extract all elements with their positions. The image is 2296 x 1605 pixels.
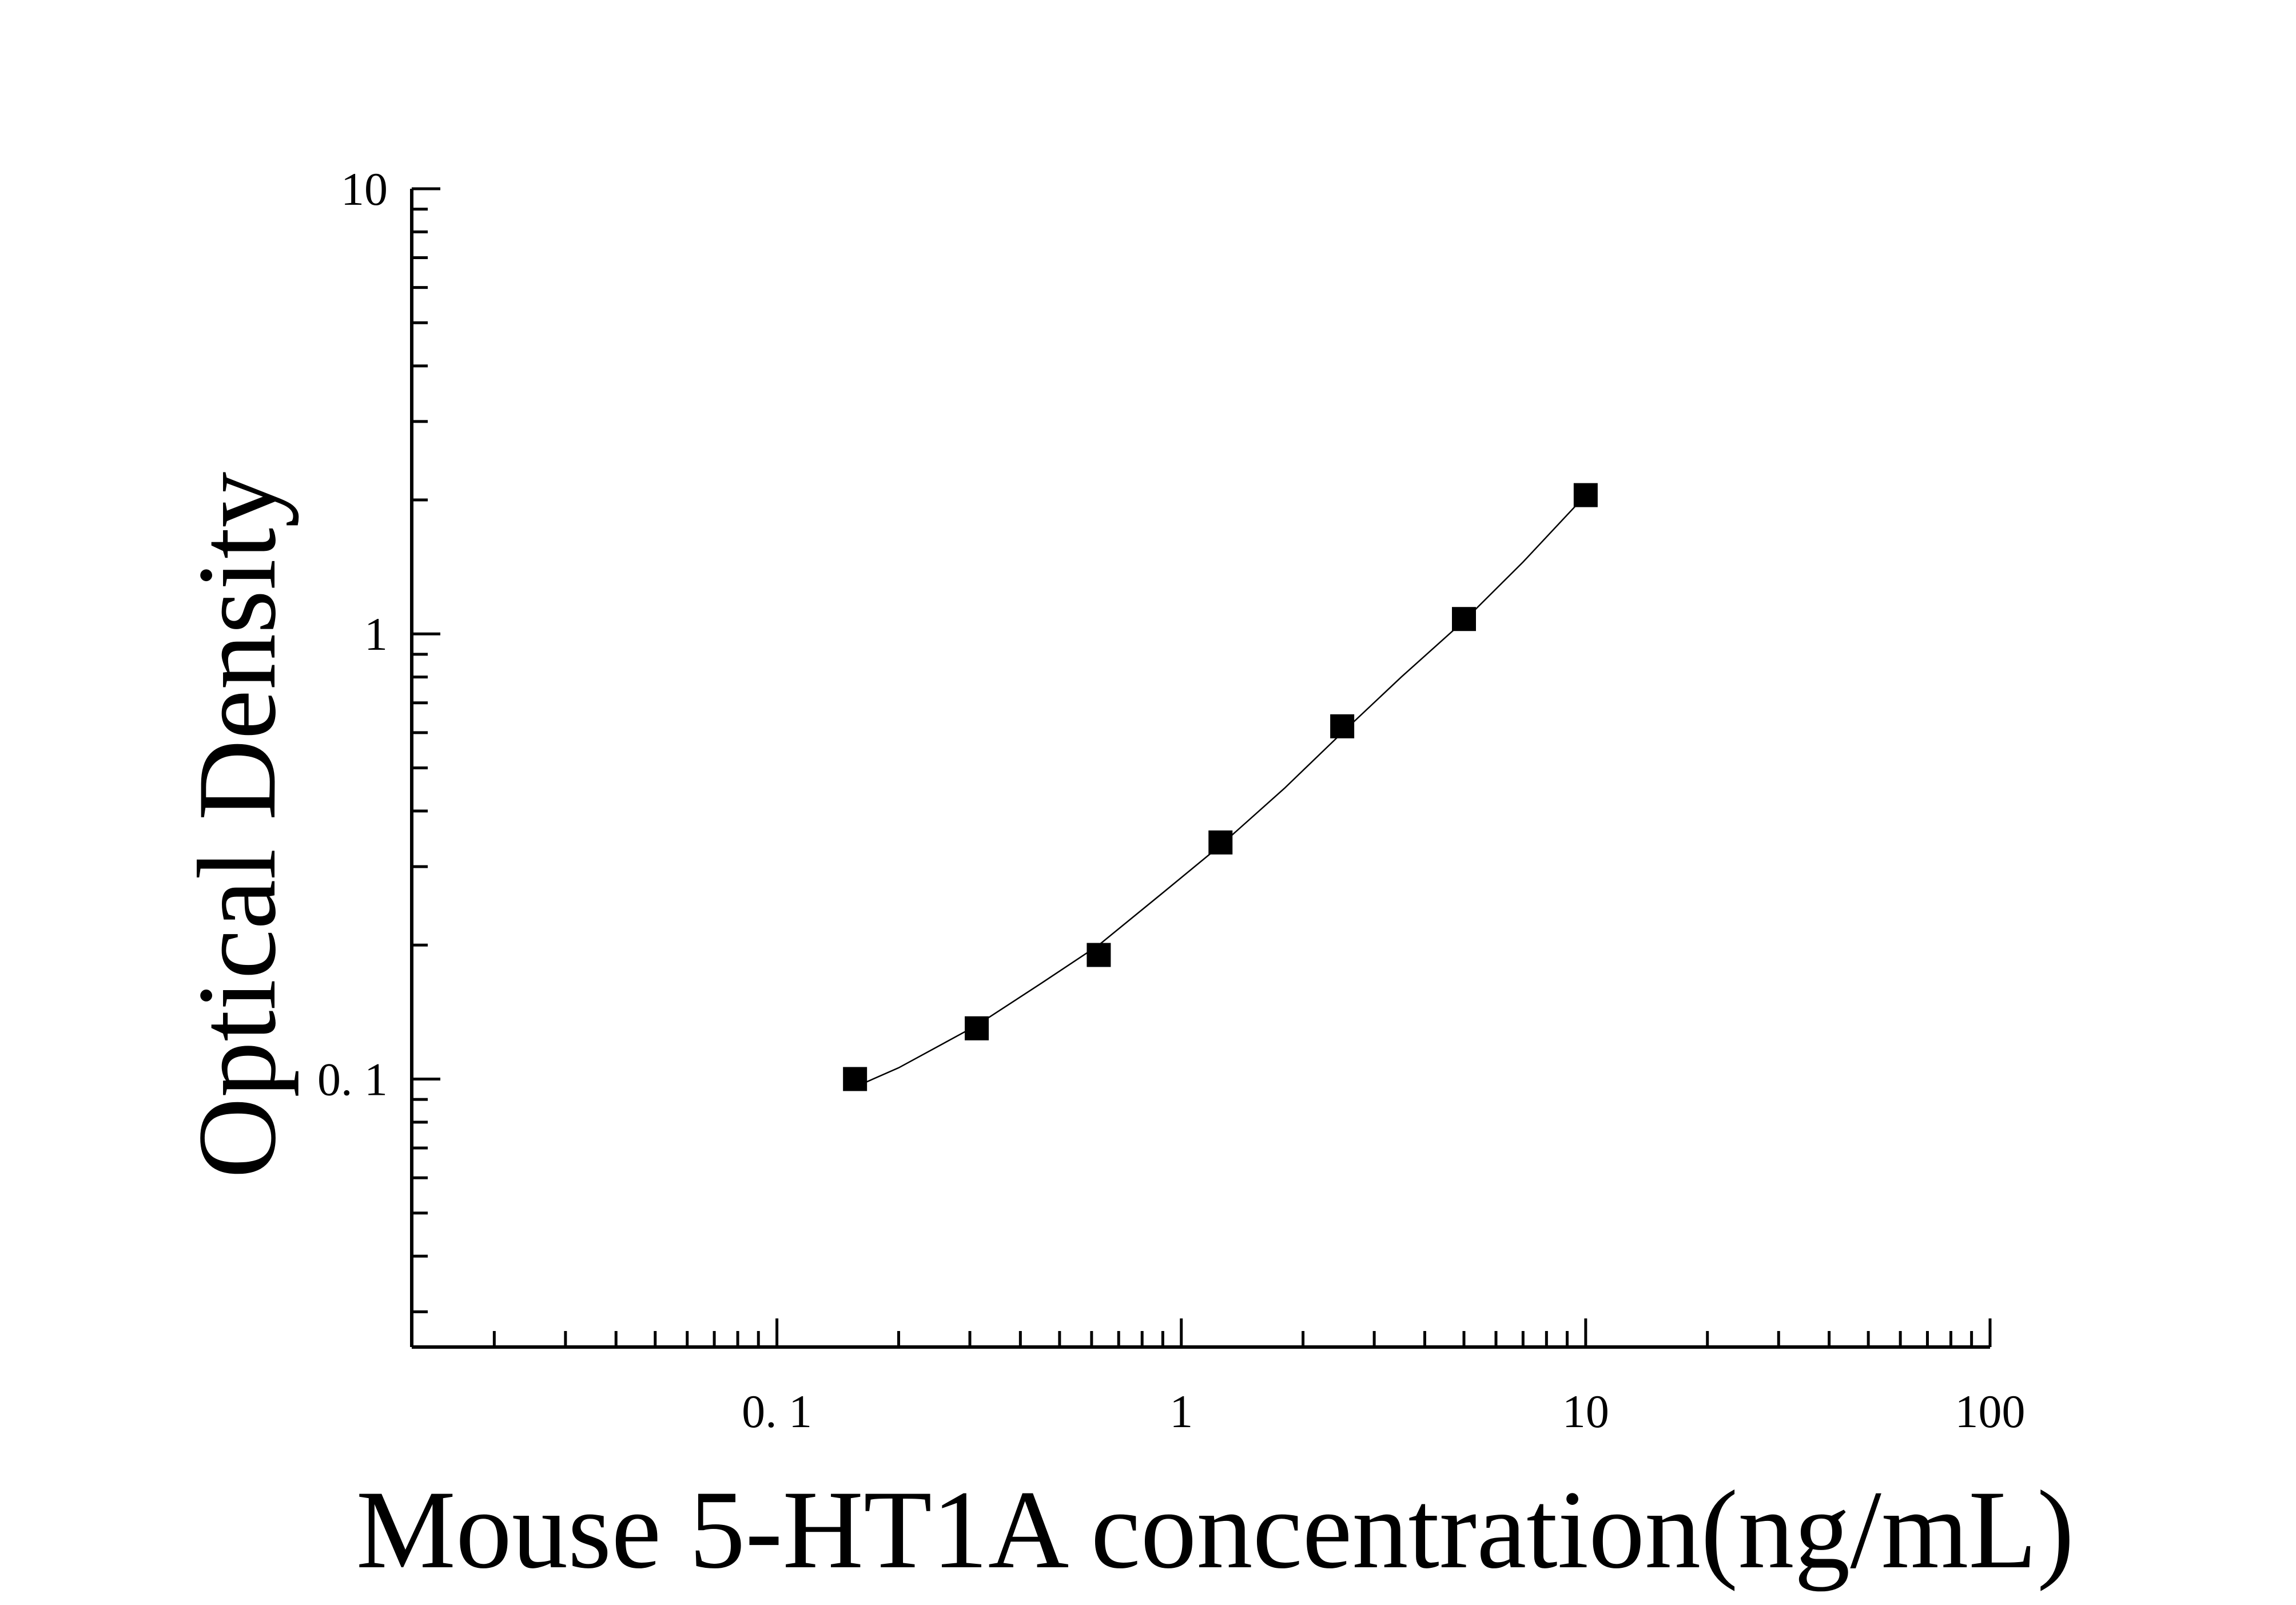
x-axis-title: Mouse 5-HT1A concentration(ng/mL) (356, 1468, 2075, 1592)
fit-curve (854, 494, 1586, 1088)
axis-ticks (412, 187, 1992, 1347)
y-tick-label: 10 (341, 163, 388, 215)
axes (410, 189, 1990, 1349)
data-point (965, 1016, 989, 1040)
y-tick-label: 0. 1 (317, 1053, 388, 1105)
data-point (1452, 607, 1476, 631)
tick-labels: 0. 1 1 10 100 0. 1 1 10 (317, 163, 2026, 1437)
x-tick-label: 0. 1 (742, 1385, 812, 1437)
y-tick-label: 1 (364, 608, 388, 660)
data-point (843, 1067, 868, 1091)
data-point (1330, 714, 1355, 738)
x-tick-label: 10 (1562, 1385, 1609, 1437)
plot-area (843, 483, 1598, 1091)
data-point (1208, 830, 1233, 855)
x-tick-label: 100 (1955, 1385, 2026, 1437)
x-tick-label: 1 (1169, 1385, 1193, 1437)
data-point (1087, 943, 1111, 967)
y-axis-title: Optical Density (175, 472, 299, 1179)
data-point (1573, 483, 1598, 507)
